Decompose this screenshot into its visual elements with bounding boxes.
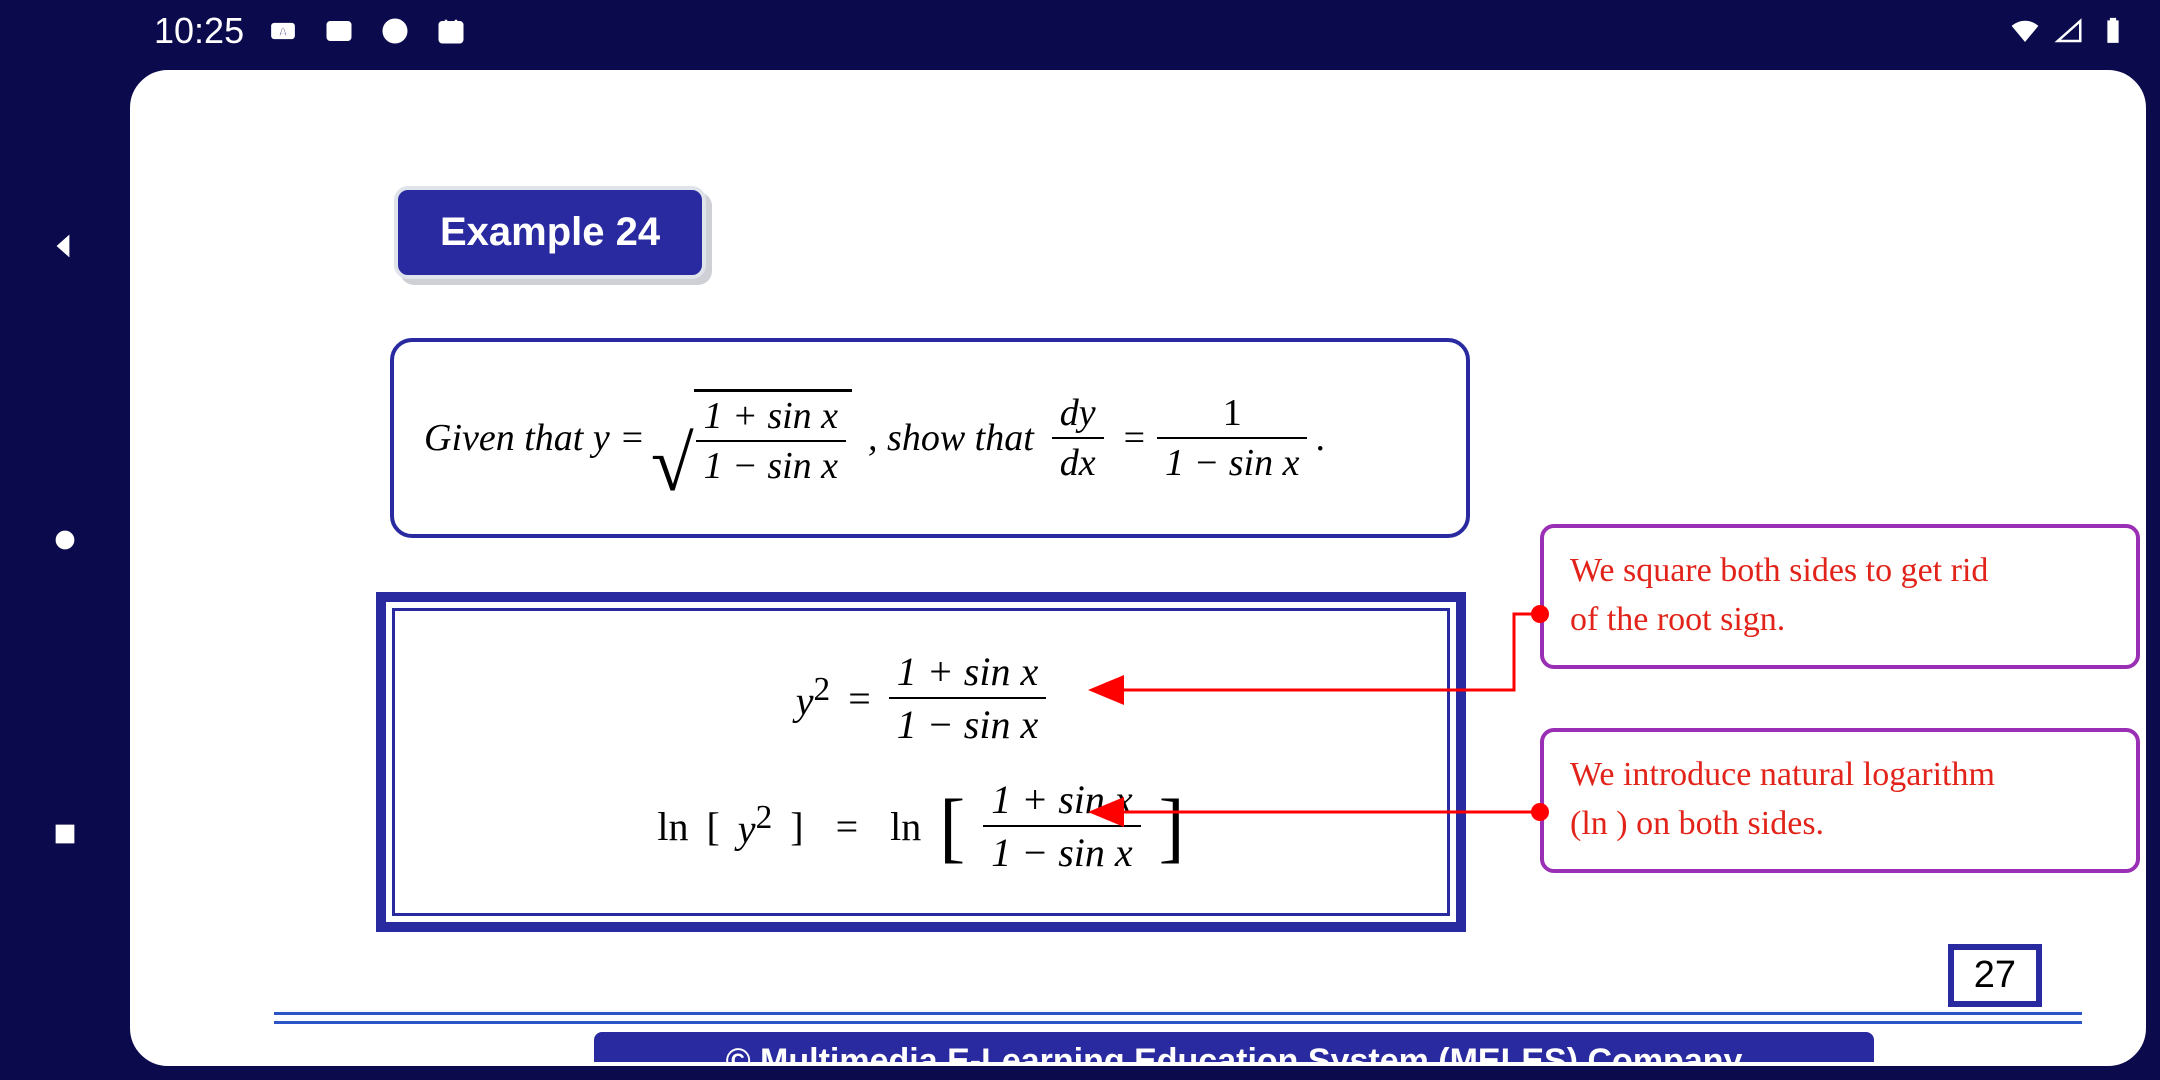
w2-eq: = (836, 803, 859, 850)
work-line-2: ln[y2] = ln [ 1 + sin x 1 − sin x ] (657, 776, 1184, 876)
rhs-den: 1 − sin x (1157, 437, 1307, 485)
double-rule (274, 1012, 2082, 1024)
problem-lead: Given that y = (424, 416, 645, 460)
callout2-line-a: We introduce natural logarithm (1570, 750, 2110, 799)
signal-icon (2052, 14, 2086, 48)
page-number: 27 (1948, 944, 2042, 1007)
w1-lhs: y (796, 679, 814, 724)
w1-eq: = (848, 675, 871, 722)
at-icon (378, 14, 412, 48)
back-icon[interactable] (48, 229, 82, 263)
w2-sup: 2 (756, 799, 773, 836)
dx: dx (1052, 437, 1104, 485)
sqrt-denominator: 1 − sin x (696, 440, 846, 488)
example-badge: Example 24 (394, 186, 706, 279)
android-nav-rail (0, 0, 130, 1080)
status-time: 10:25 (154, 10, 244, 52)
w2-den: 1 − sin x (983, 825, 1140, 876)
recent-icon[interactable] (48, 817, 82, 851)
sqrt-numerator: 1 + sin x (696, 394, 846, 440)
problem-tail: . (1315, 416, 1325, 460)
footer-copyright: © Multimedia E-Learning Education System… (594, 1032, 1874, 1066)
callout2-prefix: ( (1570, 805, 1581, 842)
callout-ln: We introduce natural logarithm (ln ) on … (1540, 728, 2140, 873)
w1-den: 1 − sin x (889, 697, 1046, 748)
home-icon[interactable] (48, 523, 82, 557)
battery-icon (2096, 14, 2130, 48)
footer-text: © Multimedia E-Learning Education System… (726, 1042, 1743, 1066)
callout1-line-a: We square both sides to get rid (1570, 546, 2110, 595)
keyboard-icon: A (266, 14, 300, 48)
callout2-fn: ln (1581, 805, 1607, 842)
dy: dy (1052, 391, 1104, 437)
svg-text:A: A (279, 25, 288, 39)
mail-icon (322, 14, 356, 48)
callout2-suffix: ) on both sides. (1608, 805, 1824, 842)
work-box: y2 = 1 + sin x 1 − sin x ln[y2] = ln [ 1… (376, 592, 1466, 932)
calendar-icon (434, 14, 468, 48)
w2-num: 1 + sin x (983, 776, 1140, 825)
page-number-value: 27 (1974, 954, 2016, 996)
content-card: Example 24 Given that y = √ 1 + sin x 1 … (130, 70, 2146, 1066)
wifi-icon (2008, 14, 2042, 48)
sqrt-expression: √ 1 + sin x 1 − sin x (651, 389, 852, 488)
w2-arg: y (738, 807, 756, 852)
problem-statement: Given that y = √ 1 + sin x 1 − sin x , s… (390, 338, 1470, 538)
w2-ln-r: ln (890, 803, 921, 850)
status-bar: 10:25 A (130, 0, 2160, 62)
rhs-num: 1 (1215, 391, 1250, 437)
problem-mid: , show that (868, 416, 1034, 460)
equals: = (1124, 416, 1145, 460)
example-label: Example 24 (440, 210, 660, 254)
w2-ln-l: ln (657, 803, 688, 850)
callout-square: We square both sides to get rid of the r… (1540, 524, 2140, 669)
work-line-1: y2 = 1 + sin x 1 − sin x (796, 648, 1046, 748)
callout1-line-b: of the root sign. (1570, 595, 2110, 644)
w1-sup: 2 (814, 671, 831, 708)
w1-num: 1 + sin x (889, 648, 1046, 697)
